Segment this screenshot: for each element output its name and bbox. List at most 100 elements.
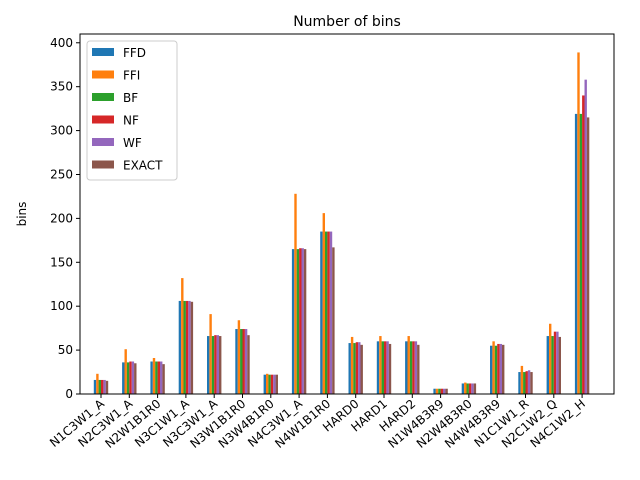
bar-bf-n2c1w2_q xyxy=(551,336,554,394)
bar-ffd-n1c3w1_a xyxy=(93,379,97,394)
bar-nf-n2w1b1r0 xyxy=(157,361,160,394)
bar-ffd-n1c1w1_r xyxy=(518,372,521,394)
bar-ffi-n2w4b3r0 xyxy=(464,382,467,394)
legend-swatch-bf xyxy=(92,93,114,101)
bar-bf-hard2 xyxy=(409,341,413,394)
bar-wf-n3w1b1r0 xyxy=(244,329,248,394)
bar-exact-n2c3w1_a xyxy=(134,363,137,394)
legend-swatch-nf xyxy=(92,115,114,124)
legend-label-wf: WF xyxy=(123,136,142,150)
bar-ffi-n2w1b1r0 xyxy=(152,358,156,394)
bar-exact-n4c3w1_a xyxy=(303,249,307,394)
y-axis-ticks: 0 50 100 150 200 250 300 350 400 xyxy=(50,36,80,401)
bar-bf-n4w1b1r0 xyxy=(325,231,328,394)
bar-wf-n4w1b1r0 xyxy=(329,231,333,394)
bar-exact-n4w4b3r9 xyxy=(502,344,505,394)
bar-ffi-n2c1w2_q xyxy=(549,323,552,394)
y-tick-label: 150 xyxy=(50,255,73,269)
bar-ffi-n3w1b1r0 xyxy=(237,320,241,394)
bar-wf-n2c3w1_a xyxy=(131,361,135,394)
bar-ffi-n3c3w1_a xyxy=(209,314,212,394)
bar-bf-n3c1w1_a xyxy=(183,300,186,394)
legend-label-ffd: FFD xyxy=(123,46,146,60)
bar-ffd-n3w1b1r0 xyxy=(235,329,238,394)
y-tick-label: 50 xyxy=(58,343,73,357)
bar-wf-n4c3w1_a xyxy=(301,248,304,394)
bar-exact-n3c1w1_a xyxy=(190,301,194,394)
bar-ffd-n2c3w1_a xyxy=(122,362,125,394)
y-axis-label: bins xyxy=(15,202,29,227)
bar-ffi-hard0 xyxy=(350,336,354,394)
bar-exact-n1w4b3r9 xyxy=(445,388,448,394)
bar-bf-n2w1b1r0 xyxy=(155,361,158,394)
legend-swatch-ffd xyxy=(92,48,114,56)
bar-bf-n3w4b1r0 xyxy=(268,374,271,394)
bar-bf-n2c3w1_a xyxy=(126,362,130,394)
y-tick-label: 400 xyxy=(50,36,73,50)
bar-wf-n2w1b1r0 xyxy=(160,361,163,394)
bar-ffd-hard2 xyxy=(405,341,408,394)
legend-label-bf: BF xyxy=(123,91,138,105)
bar-wf-n3c3w1_a xyxy=(216,335,219,394)
bar-exact-hard0 xyxy=(360,344,363,394)
bar-ffd-hard1 xyxy=(376,341,380,394)
bar-ffd-n4w1b1r0 xyxy=(320,231,323,394)
y-tick-label: 250 xyxy=(50,167,73,181)
bar-nf-n2c3w1_a xyxy=(129,361,132,394)
bar-bf-n4w4b3r9 xyxy=(494,345,498,394)
bar-wf-n1c1w1_r xyxy=(527,370,531,394)
bar-exact-n2w4b3r0 xyxy=(473,383,477,394)
bar-ffd-n2w1b1r0 xyxy=(150,361,153,394)
bar-wf-hard2 xyxy=(414,341,418,394)
bar-exact-n2c1w2_q xyxy=(558,336,561,394)
bars-group xyxy=(93,52,590,395)
bar-nf-n3w4b1r0 xyxy=(270,374,274,394)
bar-ffi-n4c1w2_h xyxy=(577,52,580,394)
bar-wf-n2c1w2_q xyxy=(556,331,559,394)
bar-wf-hard0 xyxy=(358,342,361,394)
bar-nf-n4w4b3r9 xyxy=(497,343,500,394)
legend-label-nf: NF xyxy=(123,114,139,128)
bar-wf-n2w4b3r0 xyxy=(471,383,474,394)
bar-wf-n3c1w1_a xyxy=(188,300,191,394)
bar-exact-n3w4b1r0 xyxy=(275,374,278,394)
bar-nf-n1c1w1_r xyxy=(525,371,528,394)
bar-ffi-n1c1w1_r xyxy=(520,365,524,394)
bar-bf-n1w4b3r9 xyxy=(438,388,441,394)
y-tick-label: 350 xyxy=(50,80,73,94)
bar-nf-n1c3w1_a xyxy=(101,379,104,394)
y-tick-label: 0 xyxy=(65,387,73,401)
legend-swatch-ffi xyxy=(92,70,114,79)
bar-nf-n3c1w1_a xyxy=(185,300,189,394)
legend-label-ffi: FFI xyxy=(123,69,140,83)
bar-wf-n3w4b1r0 xyxy=(273,374,276,394)
bar-nf-n4c1w2_h xyxy=(582,95,585,395)
bar-ffd-n2w4b3r0 xyxy=(461,383,465,394)
legend-swatch-exact xyxy=(92,160,114,169)
bar-nf-n4c3w1_a xyxy=(299,248,302,394)
bar-bf-n3w1b1r0 xyxy=(240,329,243,394)
bar-wf-n4w4b3r9 xyxy=(499,343,502,394)
bar-ffd-hard0 xyxy=(348,343,351,394)
bar-exact-n4w1b1r0 xyxy=(332,247,335,394)
bar-exact-n2w1b1r0 xyxy=(162,364,165,394)
bar-ffi-n1c3w1_a xyxy=(96,373,99,394)
bar-ffd-n4w4b3r9 xyxy=(490,345,493,394)
bar-ffi-n1w4b3r9 xyxy=(435,388,439,394)
axes-group xyxy=(79,33,615,395)
bar-bf-n4c3w1_a xyxy=(296,249,300,394)
bar-bf-n3c3w1_a xyxy=(211,336,215,394)
bar-ffi-hard1 xyxy=(379,336,382,394)
bar-ffi-n4w4b3r9 xyxy=(492,341,495,394)
bar-bf-hard1 xyxy=(381,341,384,394)
bar-exact-n1c1w1_r xyxy=(530,372,533,394)
bar-ffd-n2c1w2_q xyxy=(546,336,549,394)
bar-exact-n4c1w2_h xyxy=(586,117,590,394)
bar-exact-n3w1b1r0 xyxy=(247,335,250,394)
bar-ffi-n4w1b1r0 xyxy=(322,213,325,394)
bar-nf-n1w4b3r9 xyxy=(440,388,443,394)
bar-wf-n1w4b3r9 xyxy=(443,388,446,394)
plot-frame xyxy=(79,33,615,395)
bar-exact-hard2 xyxy=(417,344,420,394)
